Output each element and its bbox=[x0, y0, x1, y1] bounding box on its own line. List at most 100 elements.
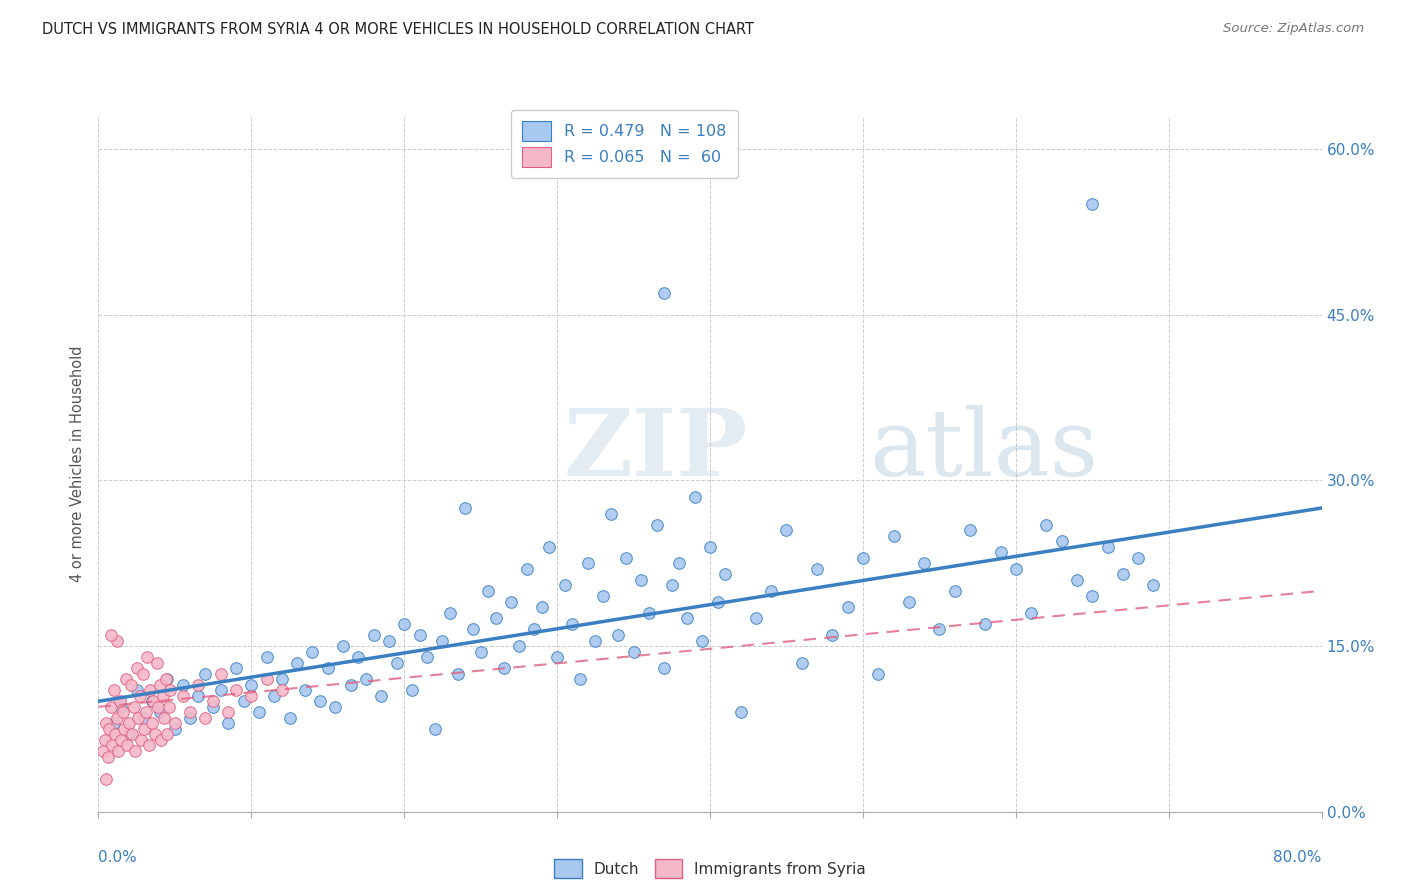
Point bbox=[1081, 590, 1104, 604]
Point bbox=[928, 623, 950, 637]
Point bbox=[339, 678, 361, 692]
Point bbox=[107, 744, 129, 758]
Point bbox=[93, 733, 115, 747]
Point bbox=[806, 562, 828, 576]
Point bbox=[1128, 550, 1150, 565]
Point bbox=[370, 689, 392, 703]
Point bbox=[125, 683, 148, 698]
Point bbox=[278, 711, 301, 725]
Point bbox=[1112, 567, 1135, 582]
Point bbox=[614, 550, 637, 565]
Point bbox=[146, 699, 169, 714]
Point bbox=[256, 650, 278, 665]
Point bbox=[301, 644, 323, 658]
Point bbox=[569, 672, 592, 686]
Point bbox=[127, 711, 149, 725]
Point bbox=[501, 595, 523, 609]
Point bbox=[97, 749, 120, 764]
Point bbox=[385, 656, 408, 670]
Point bbox=[138, 739, 160, 753]
Point bbox=[974, 617, 997, 632]
Point bbox=[153, 711, 176, 725]
Point bbox=[232, 694, 254, 708]
Point bbox=[401, 683, 423, 698]
Point bbox=[821, 628, 844, 642]
Point bbox=[172, 678, 194, 692]
Point bbox=[240, 689, 263, 703]
Point bbox=[150, 733, 173, 747]
Point bbox=[309, 694, 332, 708]
Point bbox=[470, 644, 492, 658]
Point bbox=[103, 683, 125, 698]
Point bbox=[408, 628, 430, 642]
Point bbox=[439, 606, 461, 620]
Point bbox=[179, 711, 201, 725]
Point bbox=[115, 672, 138, 686]
Point bbox=[111, 706, 134, 720]
Point bbox=[294, 683, 316, 698]
Point bbox=[157, 699, 180, 714]
Point bbox=[194, 666, 217, 681]
Point bbox=[135, 706, 157, 720]
Point bbox=[100, 699, 122, 714]
Point bbox=[145, 656, 167, 670]
Point bbox=[129, 733, 152, 747]
Point bbox=[630, 573, 652, 587]
Point bbox=[883, 528, 905, 542]
Point bbox=[152, 689, 174, 703]
Point bbox=[599, 507, 621, 521]
Point bbox=[202, 694, 225, 708]
Text: ZIP: ZIP bbox=[564, 405, 748, 495]
Point bbox=[852, 550, 875, 565]
Point bbox=[104, 727, 127, 741]
Point bbox=[354, 672, 377, 686]
Point bbox=[159, 683, 181, 698]
Y-axis label: 4 or more Vehicles in Household: 4 or more Vehicles in Household bbox=[70, 345, 86, 582]
Point bbox=[209, 666, 232, 681]
Point bbox=[676, 611, 699, 625]
Point bbox=[105, 711, 128, 725]
Point bbox=[209, 683, 232, 698]
Point bbox=[730, 706, 752, 720]
Point bbox=[124, 744, 146, 758]
Text: atlas: atlas bbox=[869, 405, 1098, 495]
Point bbox=[240, 678, 263, 692]
Text: 0.0%: 0.0% bbox=[98, 850, 138, 865]
Point bbox=[163, 716, 186, 731]
Point bbox=[554, 578, 576, 592]
Point bbox=[247, 706, 270, 720]
Point bbox=[1066, 573, 1088, 587]
Point bbox=[125, 661, 148, 675]
Point bbox=[141, 716, 163, 731]
Point bbox=[285, 656, 308, 670]
Point bbox=[94, 716, 117, 731]
Point bbox=[149, 706, 172, 720]
Point bbox=[508, 639, 530, 653]
Point bbox=[546, 650, 568, 665]
Point bbox=[136, 650, 159, 665]
Point bbox=[538, 540, 561, 554]
Point bbox=[683, 490, 706, 504]
Point bbox=[912, 556, 935, 570]
Point bbox=[270, 683, 294, 698]
Point bbox=[217, 716, 239, 731]
Point bbox=[142, 694, 165, 708]
Point bbox=[477, 583, 499, 598]
Point bbox=[163, 722, 186, 736]
Point bbox=[561, 617, 583, 632]
Point bbox=[270, 672, 294, 686]
Point bbox=[256, 672, 278, 686]
Point bbox=[652, 661, 675, 675]
Point bbox=[699, 540, 721, 554]
Point bbox=[378, 633, 401, 648]
Point bbox=[652, 285, 675, 300]
Point bbox=[332, 639, 354, 653]
Point bbox=[1097, 540, 1119, 554]
Point bbox=[347, 650, 370, 665]
Point bbox=[706, 595, 728, 609]
Point bbox=[98, 722, 121, 736]
Point bbox=[225, 683, 247, 698]
Point bbox=[775, 523, 797, 537]
Point bbox=[714, 567, 737, 582]
Legend: Dutch, Immigrants from Syria: Dutch, Immigrants from Syria bbox=[548, 854, 872, 884]
